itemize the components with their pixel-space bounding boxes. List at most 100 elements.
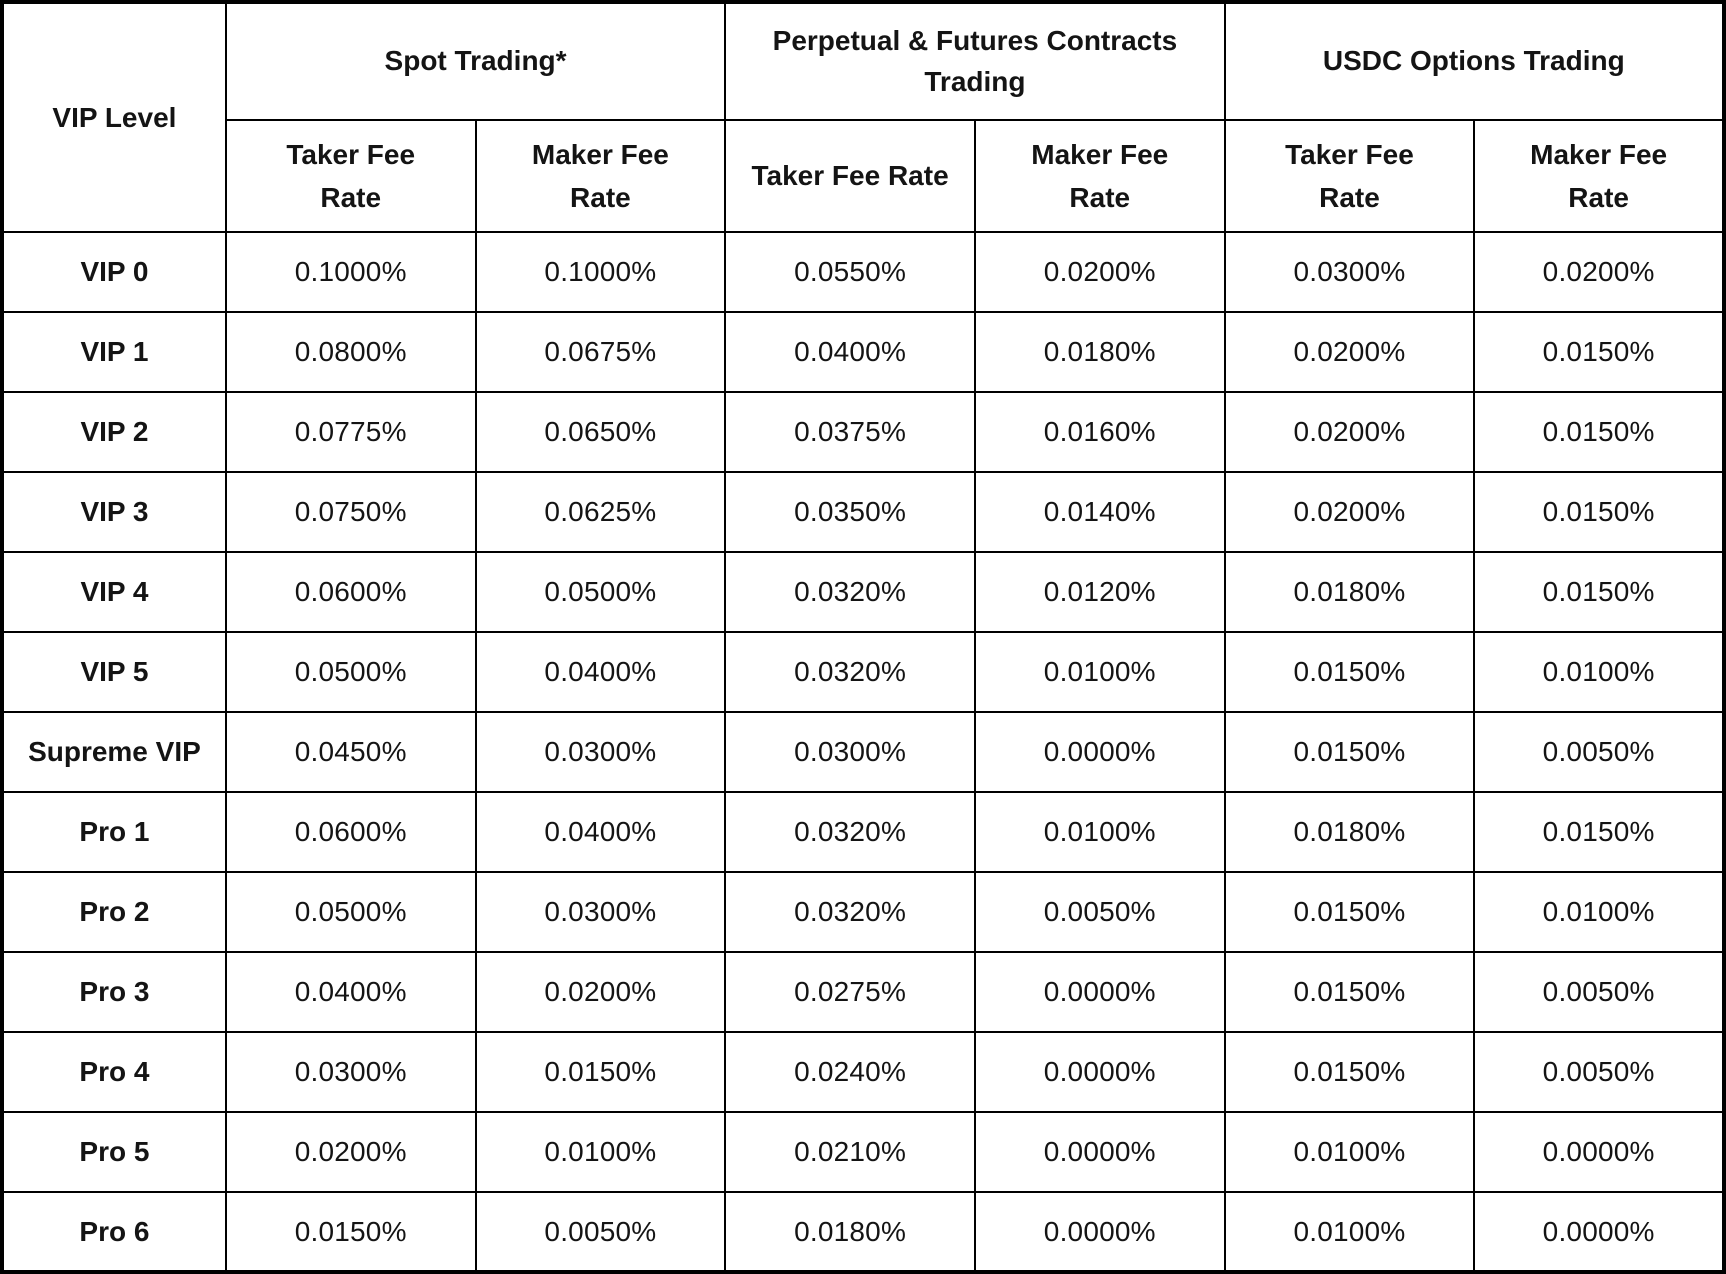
fee-cell-perp-taker: 0.0320% [724, 791, 976, 873]
vip-level-cell: Pro 4 [1, 1031, 227, 1113]
fee-cell-spot-maker: 0.0200% [474, 951, 727, 1033]
vip-level-cell: Pro 2 [1, 871, 227, 953]
vip-level-cell: Pro 5 [1, 1111, 227, 1193]
fee-cell-perp-taker: 0.0320% [724, 551, 976, 633]
vip-level-cell: VIP 4 [1, 551, 227, 633]
fee-cell-spot-maker: 0.0625% [474, 471, 727, 553]
subheader-perp-maker: Maker Fee Rate [973, 119, 1226, 233]
fee-cell-spot-maker: 0.0150% [474, 1031, 727, 1113]
fee-cell-spot-maker: 0.0500% [474, 551, 727, 633]
table-row: VIP 5 0.0500% 0.0400% 0.0320% 0.0100% 0.… [1, 631, 1725, 713]
fee-cell-options-maker: 0.0200% [1473, 231, 1725, 313]
fee-cell-spot-maker: 0.1000% [474, 231, 727, 313]
fee-cell-perp-taker: 0.0180% [724, 1191, 976, 1273]
vip-level-cell: VIP 2 [1, 391, 227, 473]
fee-cell-perp-maker: 0.0140% [973, 471, 1226, 553]
fee-cell-spot-taker: 0.0300% [224, 1031, 477, 1113]
vip-level-cell: VIP 3 [1, 471, 227, 553]
fee-cell-perp-taker: 0.0400% [724, 311, 976, 393]
fee-cell-options-taker: 0.0180% [1223, 791, 1476, 873]
fee-cell-spot-maker: 0.0300% [474, 711, 727, 793]
fee-cell-perp-maker: 0.0120% [973, 551, 1226, 633]
table-row: Supreme VIP 0.0450% 0.0300% 0.0300% 0.00… [1, 711, 1725, 793]
fee-cell-options-taker: 0.0200% [1223, 471, 1476, 553]
fee-cell-options-taker: 0.0300% [1223, 231, 1476, 313]
subheader-options-taker: Taker Fee Rate [1223, 119, 1476, 233]
fee-cell-options-taker: 0.0150% [1223, 631, 1476, 713]
fee-cell-options-maker: 0.0050% [1473, 711, 1725, 793]
section-header-row: VIP Level Spot Trading* Perpetual & Futu… [1, 1, 1726, 233]
fee-cell-spot-taker: 0.0500% [224, 631, 477, 713]
vip-level-cell: Supreme VIP [1, 711, 227, 793]
vip-level-cell: Pro 3 [1, 951, 227, 1033]
table-row: VIP 1 0.0800% 0.0675% 0.0400% 0.0180% 0.… [1, 311, 1725, 393]
fee-cell-spot-taker: 0.0400% [224, 951, 477, 1033]
fee-cell-options-maker: 0.0000% [1473, 1111, 1725, 1193]
fee-cell-perp-taker: 0.0320% [724, 871, 976, 953]
fee-cell-options-maker: 0.0050% [1473, 951, 1725, 1033]
subheader-spot-taker: Taker Fee Rate [224, 119, 477, 233]
fee-cell-spot-maker: 0.0050% [474, 1191, 727, 1273]
vip-level-cell: Pro 6 [1, 1191, 227, 1273]
fee-cell-options-maker: 0.0100% [1473, 871, 1725, 953]
subheader-spot-maker: Maker Fee Rate [474, 119, 727, 233]
fee-cell-perp-taker: 0.0320% [724, 631, 976, 713]
fee-cell-spot-taker: 0.0150% [224, 1191, 477, 1273]
fee-cell-spot-taker: 0.0600% [224, 551, 477, 633]
fee-cell-spot-maker: 0.0100% [474, 1111, 727, 1193]
section-header-usdc-options: USDC Options Trading [1223, 1, 1726, 121]
vip-level-header: VIP Level [1, 1, 227, 233]
table-body: VIP 0 0.1000% 0.1000% 0.0550% 0.0200% 0.… [1, 231, 1725, 1273]
fee-cell-options-maker: 0.0150% [1473, 311, 1725, 393]
fee-cell-spot-maker: 0.0675% [474, 311, 727, 393]
fee-cell-spot-maker: 0.0650% [474, 391, 727, 473]
fee-cell-spot-taker: 0.0775% [224, 391, 477, 473]
table-row: Pro 3 0.0400% 0.0200% 0.0275% 0.0000% 0.… [1, 951, 1725, 1033]
fee-cell-options-taker: 0.0150% [1223, 951, 1476, 1033]
fee-cell-options-maker: 0.0150% [1473, 391, 1725, 473]
fee-cell-options-maker: 0.0150% [1473, 551, 1725, 633]
table-row: VIP 4 0.0600% 0.0500% 0.0320% 0.0120% 0.… [1, 551, 1725, 633]
fee-cell-perp-maker: 0.0100% [973, 631, 1226, 713]
section-header-perpetual-futures: Perpetual & Futures Contracts Trading [724, 1, 1226, 121]
fee-cell-perp-maker: 0.0200% [973, 231, 1226, 313]
table-row: Pro 4 0.0300% 0.0150% 0.0240% 0.0000% 0.… [1, 1031, 1725, 1113]
vip-level-cell: VIP 1 [1, 311, 227, 393]
vip-level-cell: Pro 1 [1, 791, 227, 873]
fee-cell-spot-maker: 0.0300% [474, 871, 727, 953]
fee-cell-spot-maker: 0.0400% [474, 631, 727, 713]
fee-cell-perp-maker: 0.0100% [973, 791, 1226, 873]
fee-cell-spot-taker: 0.0600% [224, 791, 477, 873]
fee-cell-spot-taker: 0.0750% [224, 471, 477, 553]
vip-level-cell: VIP 0 [1, 231, 227, 313]
fee-cell-options-maker: 0.0150% [1473, 471, 1725, 553]
fee-cell-perp-maker: 0.0160% [973, 391, 1226, 473]
fee-cell-perp-maker: 0.0000% [973, 1191, 1226, 1273]
fee-cell-options-taker: 0.0100% [1223, 1111, 1476, 1193]
table-row: Pro 1 0.0600% 0.0400% 0.0320% 0.0100% 0.… [1, 791, 1725, 873]
fee-cell-perp-taker: 0.0350% [724, 471, 976, 553]
fee-cell-perp-taker: 0.0240% [724, 1031, 976, 1113]
fee-cell-perp-taker: 0.0550% [724, 231, 976, 313]
table-row: Pro 2 0.0500% 0.0300% 0.0320% 0.0050% 0.… [1, 871, 1725, 953]
fee-cell-options-taker: 0.0150% [1223, 871, 1476, 953]
fee-cell-options-taker: 0.0150% [1223, 711, 1476, 793]
fee-cell-spot-taker: 0.0200% [224, 1111, 477, 1193]
fee-cell-options-maker: 0.0050% [1473, 1031, 1725, 1113]
fee-cell-perp-maker: 0.0000% [973, 1111, 1226, 1193]
subheader-perp-taker: Taker Fee Rate [724, 119, 976, 233]
fee-cell-options-taker: 0.0200% [1223, 311, 1476, 393]
fee-cell-perp-maker: 0.0000% [973, 951, 1226, 1033]
fee-cell-perp-taker: 0.0275% [724, 951, 976, 1033]
fee-cell-perp-taker: 0.0300% [724, 711, 976, 793]
subheader-options-maker: Maker Fee Rate [1473, 119, 1725, 233]
fee-cell-options-taker: 0.0100% [1223, 1191, 1476, 1273]
fee-cell-options-maker: 0.0100% [1473, 631, 1725, 713]
fee-cell-spot-taker: 0.1000% [224, 231, 477, 313]
fee-cell-options-taker: 0.0200% [1223, 391, 1476, 473]
section-header-spot: Spot Trading* [224, 1, 727, 121]
table-header: VIP Level Spot Trading* Perpetual & Futu… [1, 1, 1726, 233]
fee-cell-perp-taker: 0.0375% [724, 391, 976, 473]
fee-cell-options-taker: 0.0180% [1223, 551, 1476, 633]
